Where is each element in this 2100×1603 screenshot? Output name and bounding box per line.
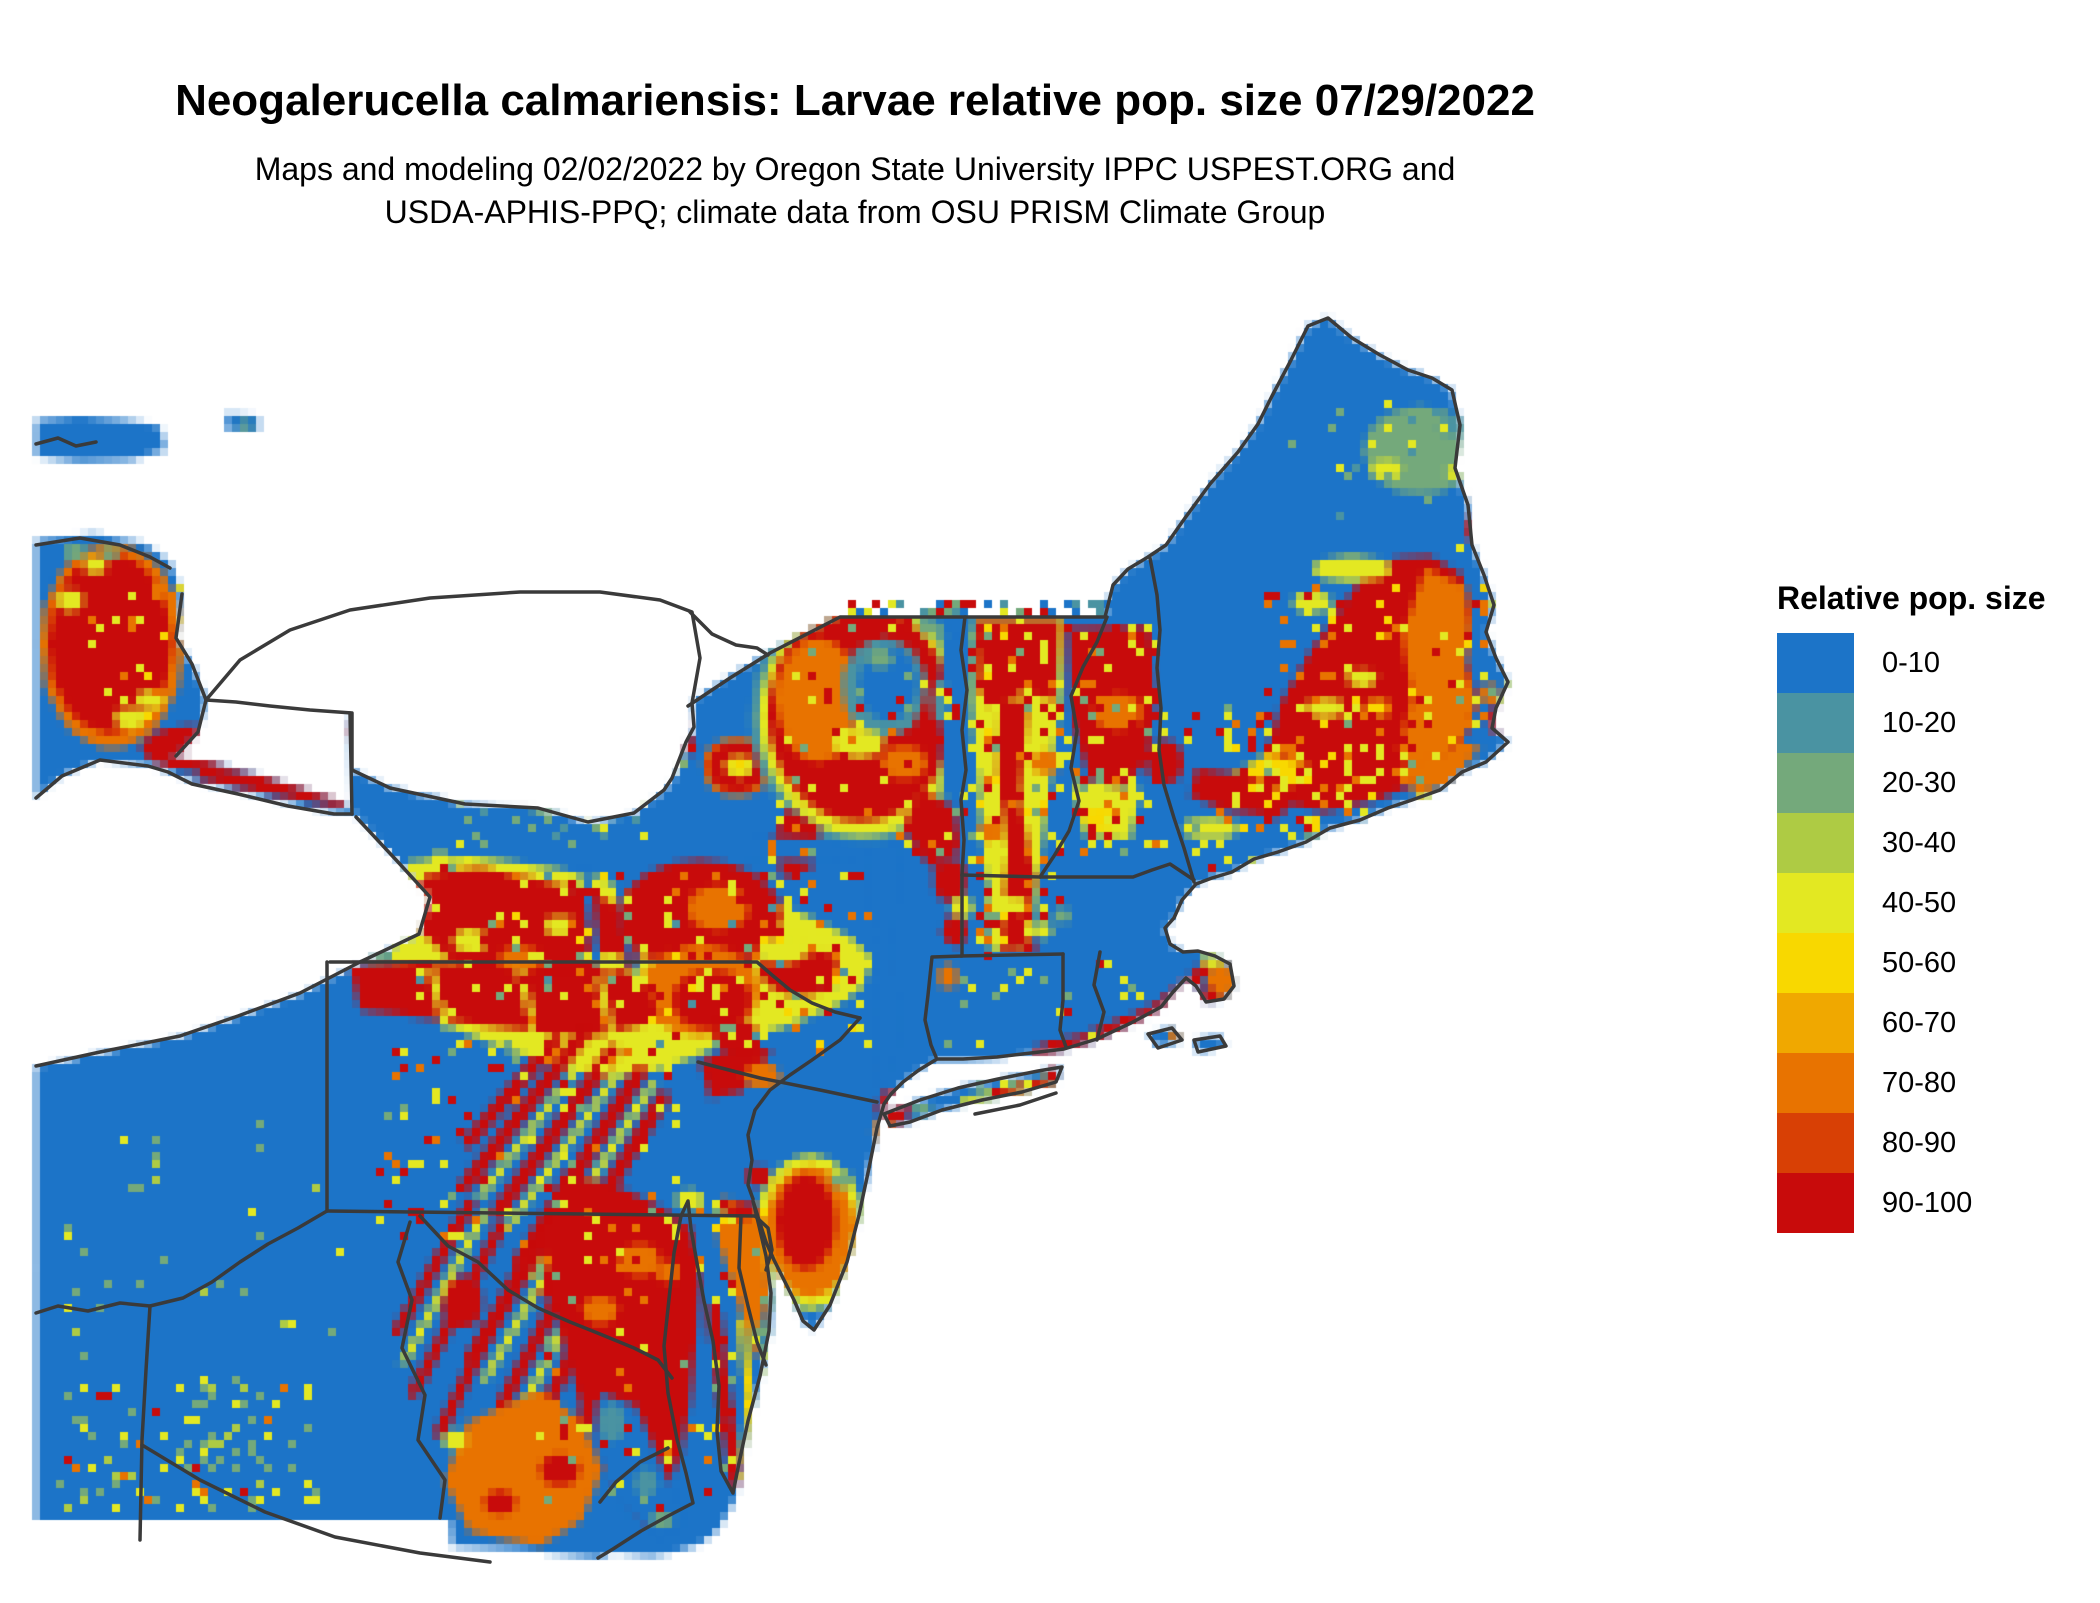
legend-label: 60-70	[1882, 1006, 1957, 1039]
border-ri-ma	[1092, 950, 1106, 1042]
border-long-island-barrier	[973, 1091, 1058, 1116]
border-niagara-river	[348, 711, 354, 816]
border-md-va-potomac	[418, 1214, 674, 1380]
border-wv-ky	[138, 1304, 152, 1542]
legend-title: Relative pop. size	[1777, 580, 2046, 616]
legend-label: 40-50	[1882, 886, 1957, 919]
border-nh-me	[1148, 556, 1196, 884]
legend-label: 90-100	[1882, 1186, 1973, 1219]
border-nantucket-outline	[1192, 1034, 1228, 1054]
legend-swatch	[1777, 873, 1854, 933]
border-marthas-vineyard-outline	[1146, 1026, 1184, 1050]
subtitle-line-2: USDA-APHIS-PPQ; climate data from OSU PR…	[384, 194, 1326, 230]
legend-swatch	[1777, 1113, 1854, 1173]
border-oh-wv-ohio-river	[34, 1209, 329, 1315]
border-long-island-outline	[882, 1065, 1064, 1128]
border-mason-dixon	[325, 1209, 757, 1218]
legend-swatch	[1777, 933, 1854, 993]
legend-swatch	[1777, 753, 1854, 813]
border-lake-ontario-shore	[204, 590, 702, 824]
legend-item: 70-80	[1777, 1053, 2046, 1113]
legend: Relative pop. size 0-10 10-20 20-30 30-4…	[1777, 580, 2046, 1233]
border-georgian-bay-shore	[34, 536, 172, 570]
legend-item: 10-20	[1777, 693, 2046, 753]
border-intl-and-coast	[596, 316, 1510, 1560]
legend-item: 30-40	[1777, 813, 2046, 873]
legend-swatch	[1777, 813, 1854, 873]
legend-swatch	[1777, 1173, 1854, 1233]
border-ny-ma-ct	[923, 873, 964, 1059]
title-block: Neogalerucella calmariensis: Larvae rela…	[0, 0, 1710, 234]
border-ma-ct	[959, 952, 1065, 958]
legend-item: 60-70	[1777, 993, 2046, 1053]
border-delaware-west	[737, 1214, 768, 1367]
border-nj-ny	[696, 1060, 879, 1104]
border-vt-nh	[1038, 615, 1109, 879]
border-delaware-arc	[753, 1214, 774, 1272]
legend-label: 20-30	[1882, 766, 1957, 799]
border-ny-vt	[959, 615, 969, 877]
legend-label: 70-80	[1882, 1066, 1957, 1099]
border-patch-a-shore	[34, 436, 98, 448]
legend-label: 50-60	[1882, 946, 1957, 979]
legend-item: 0-10	[1777, 633, 2046, 693]
border-va-ky-diag	[140, 1443, 492, 1564]
border-st-lawrence-on-side	[688, 610, 770, 657]
legend-item: 80-90	[1777, 1113, 2046, 1173]
border-ct-ri	[1058, 952, 1068, 1049]
border-james-river	[598, 1446, 670, 1504]
border-ma-north	[960, 862, 1196, 882]
legend-label: 80-90	[1882, 1126, 1957, 1159]
page-subtitle: Maps and modeling 02/02/2022 by Oregon S…	[0, 148, 1710, 234]
border-lake-erie-south-shore	[34, 815, 432, 1068]
legend-swatch	[1777, 693, 1854, 753]
subtitle-line-1: Maps and modeling 02/02/2022 by Oregon S…	[254, 151, 1456, 187]
border-delaware-river	[746, 1016, 862, 1201]
legend-label: 10-20	[1882, 706, 1957, 739]
legend-swatch	[1777, 993, 1854, 1053]
border-ny-pa	[328, 960, 862, 1020]
legend-item: 50-60	[1777, 933, 2046, 993]
legend-label: 0-10	[1882, 646, 1941, 679]
page-title: Neogalerucella calmariensis: Larvae rela…	[175, 76, 1535, 125]
legend-item: 20-30	[1777, 753, 2046, 813]
border-lake-erie-north-shore	[34, 758, 354, 816]
legend-swatch	[1777, 1053, 1854, 1113]
legend-item: 40-50	[1777, 873, 2046, 933]
border-wv-va	[396, 1220, 447, 1520]
legend-swatch	[1777, 633, 1854, 693]
legend-item: 90-100	[1777, 1173, 2046, 1233]
legend-label: 30-40	[1882, 826, 1957, 859]
border-ontario-east-shore	[174, 592, 208, 758]
